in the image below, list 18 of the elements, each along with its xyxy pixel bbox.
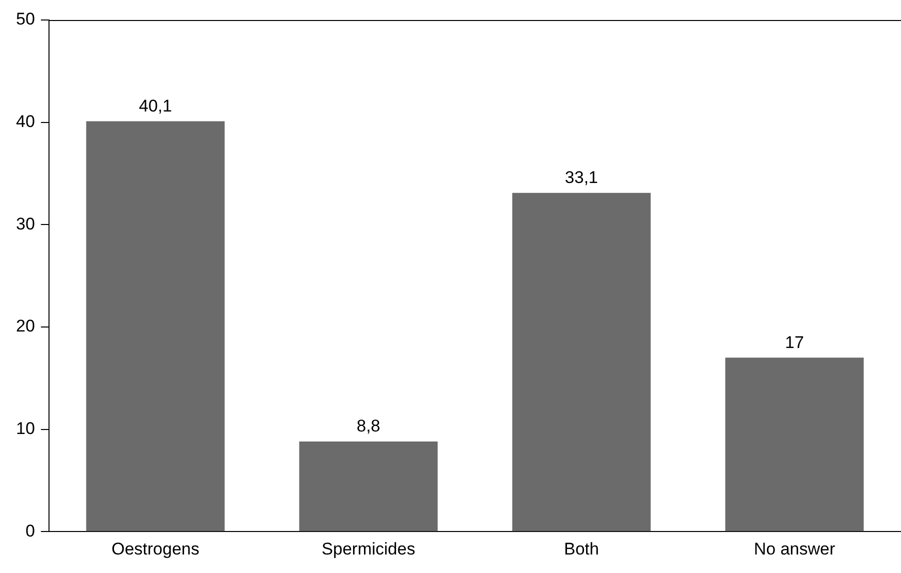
y-tick-label: 50 (16, 10, 35, 29)
y-tick-label: 20 (16, 316, 35, 336)
bar (512, 192, 651, 532)
y-tick-label: 30 (16, 214, 35, 234)
x-tick-label: Both (564, 539, 599, 558)
x-tick-label: Oestrogens (111, 539, 200, 558)
data-label: 17 (785, 332, 804, 352)
y-tick-label: 10 (16, 418, 35, 438)
y-tick-label: 0 (25, 521, 35, 540)
x-tick-label: Spermicides (322, 539, 416, 558)
data-label: 33,1 (564, 168, 598, 188)
bar (725, 358, 864, 532)
y-tick-label: 40 (16, 112, 35, 132)
x-tick-label: No answer (754, 539, 836, 558)
data-label: 8,8 (356, 416, 380, 436)
bar (86, 121, 225, 532)
bar (299, 442, 438, 532)
data-label: 40,1 (138, 96, 172, 116)
